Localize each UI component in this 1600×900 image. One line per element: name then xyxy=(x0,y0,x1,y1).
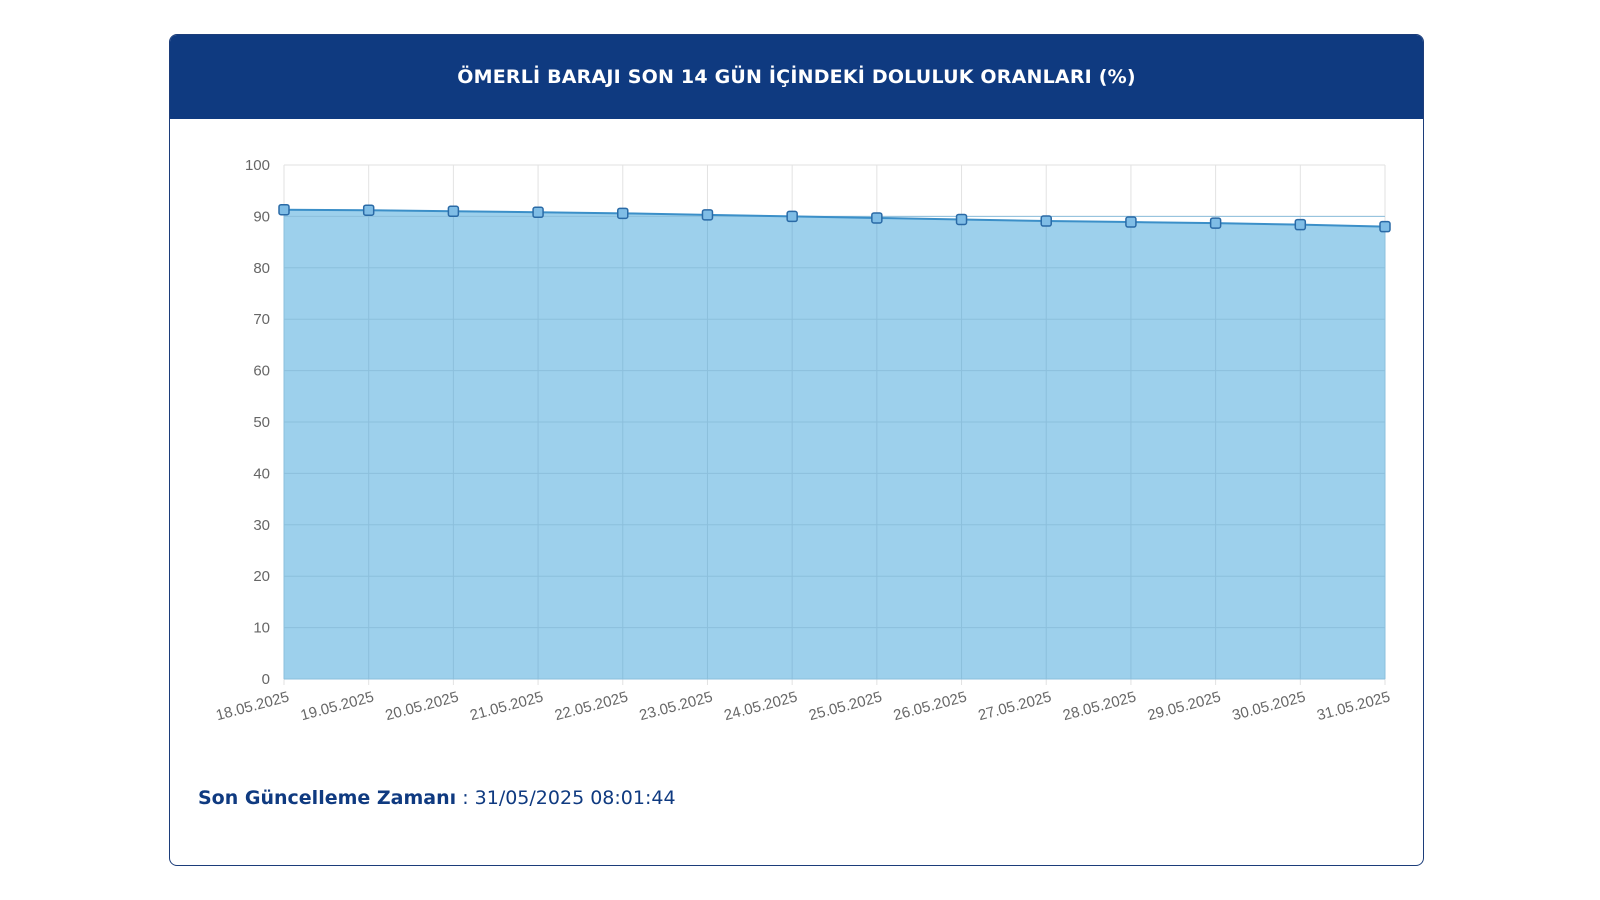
point xyxy=(871,212,883,224)
y-tick-label: 50 xyxy=(253,414,270,431)
y-tick-label: 100 xyxy=(245,157,270,174)
point xyxy=(786,210,798,223)
x-tick-label: 24.05.2025 xyxy=(722,688,799,724)
y-tick-label: 0 xyxy=(262,671,270,688)
point xyxy=(1379,220,1391,233)
y-tick-label: 80 xyxy=(253,260,270,277)
point xyxy=(701,209,714,221)
point xyxy=(1040,215,1052,227)
x-tick-label: 27.05.2025 xyxy=(976,688,1053,724)
x-tick-label: 18.05.2025 xyxy=(214,688,291,724)
y-tick-label: 90 xyxy=(253,208,270,225)
area xyxy=(284,209,1385,679)
point xyxy=(617,207,629,220)
point xyxy=(1125,216,1137,228)
line xyxy=(283,208,1386,228)
point xyxy=(447,205,460,218)
x-tick-label: 25.05.2025 xyxy=(807,688,884,724)
chart-title: ÖMERLİ BARAJI SON 14 GÜN İÇİNDEKİ DOLULU… xyxy=(170,35,1423,119)
x-tick-label: 31.05.2025 xyxy=(1315,688,1392,724)
x-tick-label: 23.05.2025 xyxy=(638,688,715,724)
y-tick-label: 10 xyxy=(253,620,270,637)
x-tick-label: 20.05.2025 xyxy=(384,688,461,724)
point xyxy=(362,204,375,216)
point xyxy=(1209,217,1222,229)
chart: 0 10 20 30 40 50 60 70 80 90 100 18.05.2025 19.05.20… xyxy=(214,157,1392,724)
y-tick-label: 60 xyxy=(253,363,270,380)
y-tick-label: 20 xyxy=(253,568,270,585)
point xyxy=(532,206,544,219)
x-tick-label: 29.05.2025 xyxy=(1146,688,1223,724)
y-tick-label: 30 xyxy=(253,517,270,534)
x-tick-label: 30.05.2025 xyxy=(1230,688,1307,724)
update-value: : 31/05/2025 08:01:44 xyxy=(462,787,676,809)
point xyxy=(1294,218,1307,231)
y-tick-label: 40 xyxy=(253,465,270,482)
x-tick-label: 22.05.2025 xyxy=(553,688,630,724)
x-tick-label: 28.05.2025 xyxy=(1061,688,1138,724)
point xyxy=(955,213,968,226)
x-tick-label: 21.05.2025 xyxy=(468,688,545,724)
update-label: Son Güncelleme Zamanı xyxy=(198,787,457,809)
y-tick-label: 70 xyxy=(253,311,270,328)
x-tick-label: 19.05.2025 xyxy=(299,688,376,724)
card: ÖMERLİ BARAJI SON 14 GÜN İÇİNDEKİ DOLULU… xyxy=(169,34,1424,866)
point xyxy=(278,203,290,216)
last-update: Son Güncelleme Zamanı : 31/05/2025 08:01… xyxy=(198,787,676,809)
x-tick-label: 26.05.2025 xyxy=(892,688,969,724)
